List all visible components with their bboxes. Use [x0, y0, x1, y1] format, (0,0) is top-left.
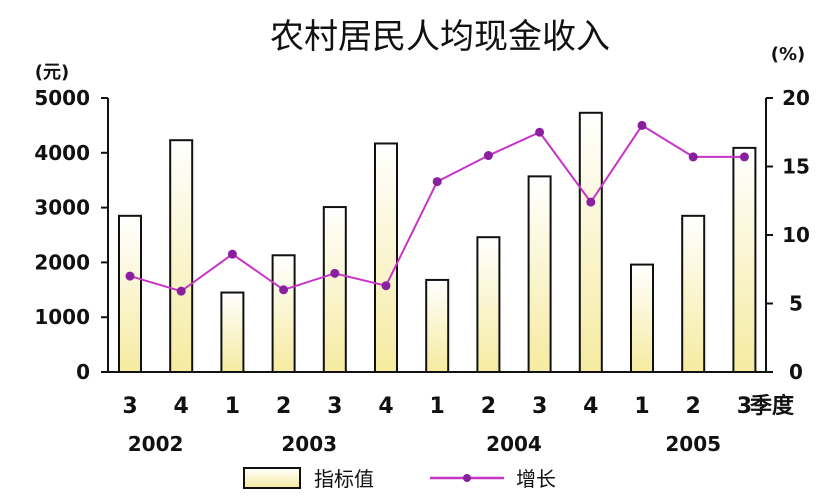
bar — [732, 146, 757, 373]
growth-point — [125, 271, 135, 281]
left-axis-ticks: 0 1000 2000 3000 4000 5000 — [34, 86, 108, 384]
growth-point — [330, 268, 340, 278]
year-labels: 2002 2003 2004 2005 — [128, 432, 721, 456]
chart-title: 农村居民人均现金收入 — [270, 17, 610, 57]
growth-point — [176, 286, 186, 296]
bar — [118, 214, 142, 373]
legend-bar-swatch — [243, 467, 301, 489]
category-label: 3 — [122, 394, 137, 419]
growth-point — [381, 281, 391, 291]
bar — [374, 142, 398, 373]
right-tick-label: 10 — [782, 223, 810, 247]
category-label: 1 — [430, 394, 445, 419]
left-tick-label: 0 — [76, 360, 90, 384]
right-axis-unit: (%) — [771, 44, 806, 65]
growth-point — [637, 120, 647, 130]
year-label: 2003 — [281, 432, 337, 456]
category-label: 4 — [583, 394, 598, 419]
left-tick-label: 4000 — [34, 141, 90, 165]
growth-point — [586, 197, 596, 207]
growth-point — [279, 285, 289, 295]
legend-line-marker — [463, 474, 471, 482]
bar — [271, 254, 296, 373]
growth-point — [688, 152, 698, 162]
category-label: 3 — [737, 394, 752, 419]
category-label: 1 — [225, 394, 240, 419]
bar-series — [118, 111, 757, 374]
bar — [169, 139, 194, 373]
right-tick-label: 15 — [782, 155, 810, 179]
year-label: 2004 — [486, 432, 542, 456]
category-label: 2 — [481, 394, 496, 419]
left-tick-label: 1000 — [34, 305, 90, 329]
x-axis-suffix: 季度 — [750, 393, 795, 419]
left-tick-label: 3000 — [34, 196, 90, 220]
year-label: 2005 — [665, 432, 721, 456]
bar — [681, 214, 706, 373]
growth-point — [227, 249, 237, 259]
bar — [322, 206, 347, 373]
category-labels: 3 4 1 2 3 4 1 2 3 4 1 2 3 — [122, 394, 752, 419]
right-tick-label: 5 — [789, 292, 803, 316]
category-label: 4 — [174, 394, 189, 419]
category-label: 3 — [532, 394, 547, 419]
bar — [630, 263, 654, 374]
bar — [527, 175, 552, 373]
category-label: 2 — [276, 394, 291, 419]
category-label: 4 — [378, 394, 393, 419]
left-tick-label: 5000 — [34, 86, 90, 110]
bar — [476, 236, 501, 373]
right-tick-label: 20 — [782, 86, 810, 110]
line-series — [125, 120, 749, 296]
category-label: 1 — [634, 394, 649, 419]
growth-point — [432, 177, 442, 187]
legend: 指标值 增长 — [243, 467, 556, 491]
bar — [578, 111, 603, 374]
growth-point — [483, 151, 493, 161]
legend-line-label: 增长 — [516, 467, 556, 491]
category-label: 2 — [686, 394, 701, 419]
right-tick-label: 0 — [789, 360, 803, 384]
bar — [220, 291, 245, 374]
left-axis-unit: (元) — [35, 62, 69, 83]
bar — [425, 278, 450, 374]
growth-point — [739, 152, 749, 162]
right-axis-ticks: 0 5 10 15 20 — [766, 86, 810, 384]
legend-bar-label: 指标值 — [314, 467, 374, 491]
left-tick-label: 2000 — [34, 250, 90, 274]
growth-point — [535, 127, 545, 137]
category-label: 3 — [327, 394, 342, 419]
year-label: 2002 — [128, 432, 184, 456]
